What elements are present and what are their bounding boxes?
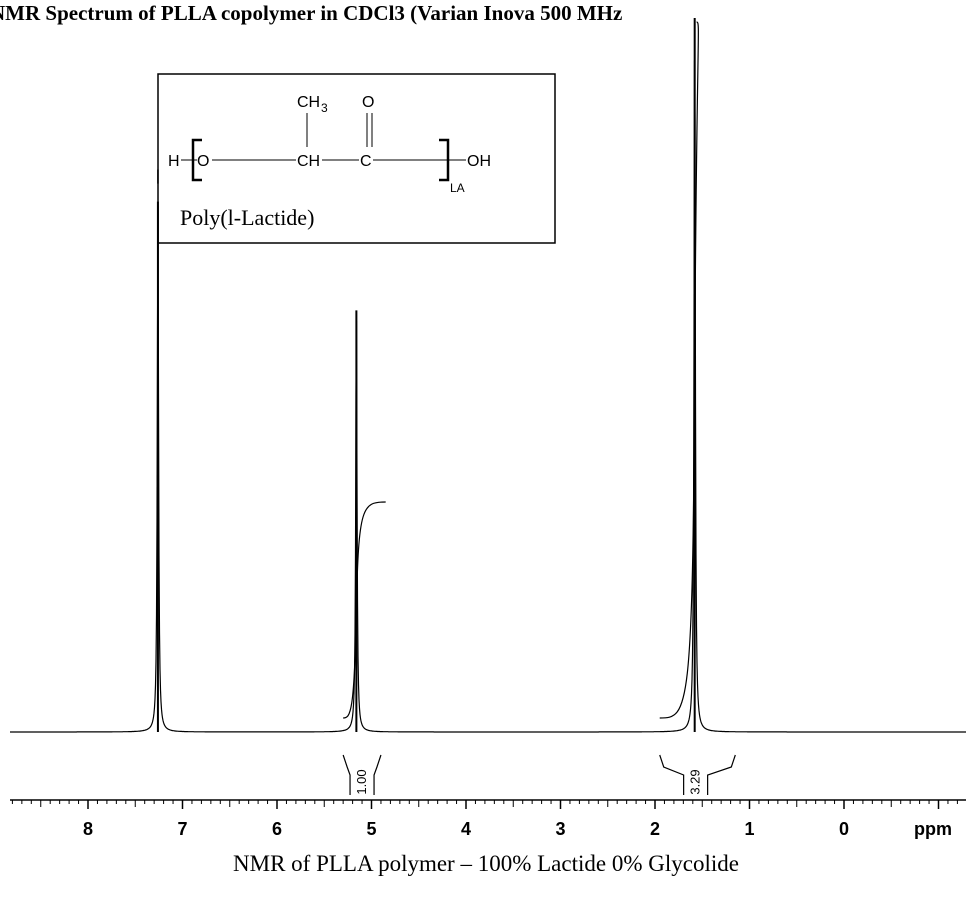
chem-c: C [360,153,372,170]
integral-value-2: 3.29 [688,769,703,794]
chem-h-end: H [168,153,180,170]
x-axis-tick-labels: 8 7 6 5 4 3 2 1 0 [83,819,849,839]
chem-ch3-subscript: 3 [321,101,328,115]
chem-carbonyl-o: O [362,94,374,111]
x-tick-label: 4 [461,819,471,839]
x-axis-minor-ticks [11,800,958,807]
x-tick-label: 2 [650,819,660,839]
integral-brackets: 1.00 3.29 [342,754,736,795]
x-tick-label: 5 [366,819,376,839]
integral-value-1: 1.00 [354,769,369,794]
inset-caption: Poly(l-Lactide) [180,205,314,230]
x-axis: 8 7 6 5 4 3 2 1 0 ppm [10,799,966,839]
chem-ch: CH [297,153,320,170]
chart-title: NMR Spectrum of PLLA copolymer in CDCl3 … [0,1,622,25]
chem-oh: OH [467,153,491,170]
spectrum-line [10,60,966,733]
x-tick-label: 0 [839,819,849,839]
chem-ch3: CH [297,94,320,111]
integral-bracket-2 [659,754,736,795]
x-tick-label: 7 [177,819,187,839]
integral-curve-1 [343,501,386,719]
chem-o: O [197,153,209,170]
chem-repeat-subscript: LA [450,181,465,195]
chem-bracket-left [191,138,202,182]
chart-caption: NMR of PLLA polymer – 100% Lactide 0% Gl… [233,851,739,876]
x-axis-unit-label: ppm [914,819,952,839]
integral-curve-2 [659,21,699,719]
structure-inset: H O CH CH 3 C O LA OH Poly(l-Lactide) [157,73,556,244]
x-tick-label: 8 [83,819,93,839]
integral-bracket-1 [342,754,382,795]
x-axis-major-ticks [87,800,940,809]
x-tick-label: 1 [744,819,754,839]
x-tick-label: 6 [272,819,282,839]
integral-curves [343,21,699,719]
inset-frame [157,73,556,244]
x-tick-label: 3 [555,819,565,839]
